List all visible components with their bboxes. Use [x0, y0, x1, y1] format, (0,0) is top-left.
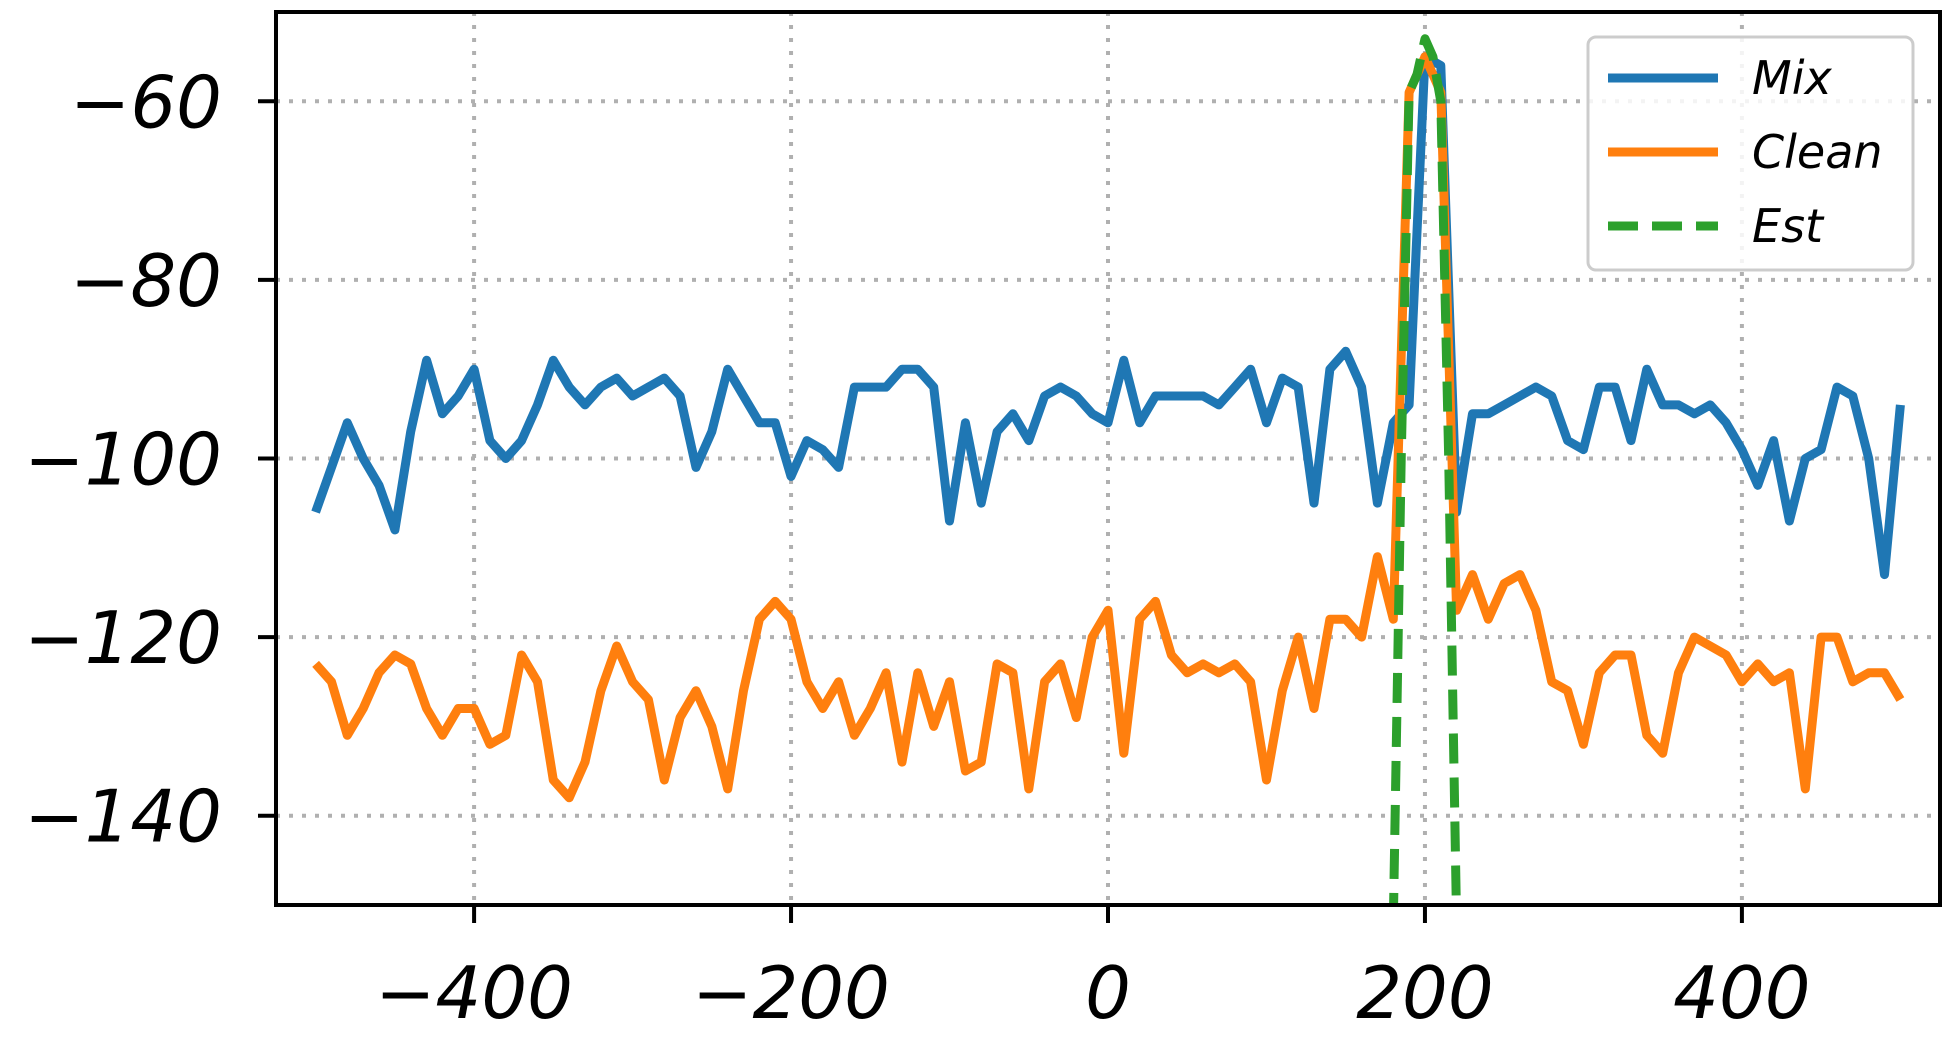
series-line-clean: [312, 52, 1905, 803]
axis-ticks: −400 −200 0 200 400 −60 −80 −100 −120 −140: [24, 60, 1810, 1035]
legend-label-est: Est: [1752, 199, 1825, 253]
legend-label-clean: Clean: [1752, 125, 1883, 179]
y-tick-label: −120: [24, 596, 222, 680]
legend: Mix Clean Est: [1586, 35, 1915, 272]
x-tick-label: 0: [1085, 951, 1131, 1035]
x-tick-label: −400: [375, 951, 573, 1035]
series-lines: [311, 34, 1905, 905]
x-tick-label: −200: [692, 951, 890, 1035]
legend-box: [1586, 35, 1915, 272]
y-tick-label: −100: [24, 418, 222, 502]
x-tick-label: 400: [1673, 951, 1810, 1035]
series-line-mix: [311, 52, 1905, 580]
legend-label-mix: Mix: [1752, 51, 1832, 105]
y-tick-label: −60: [70, 60, 222, 144]
y-tick-label: −80: [70, 239, 222, 323]
x-tick-label: 200: [1356, 951, 1493, 1035]
series-line-est: [1389, 34, 1461, 905]
y-tick-label: −140: [24, 775, 222, 859]
